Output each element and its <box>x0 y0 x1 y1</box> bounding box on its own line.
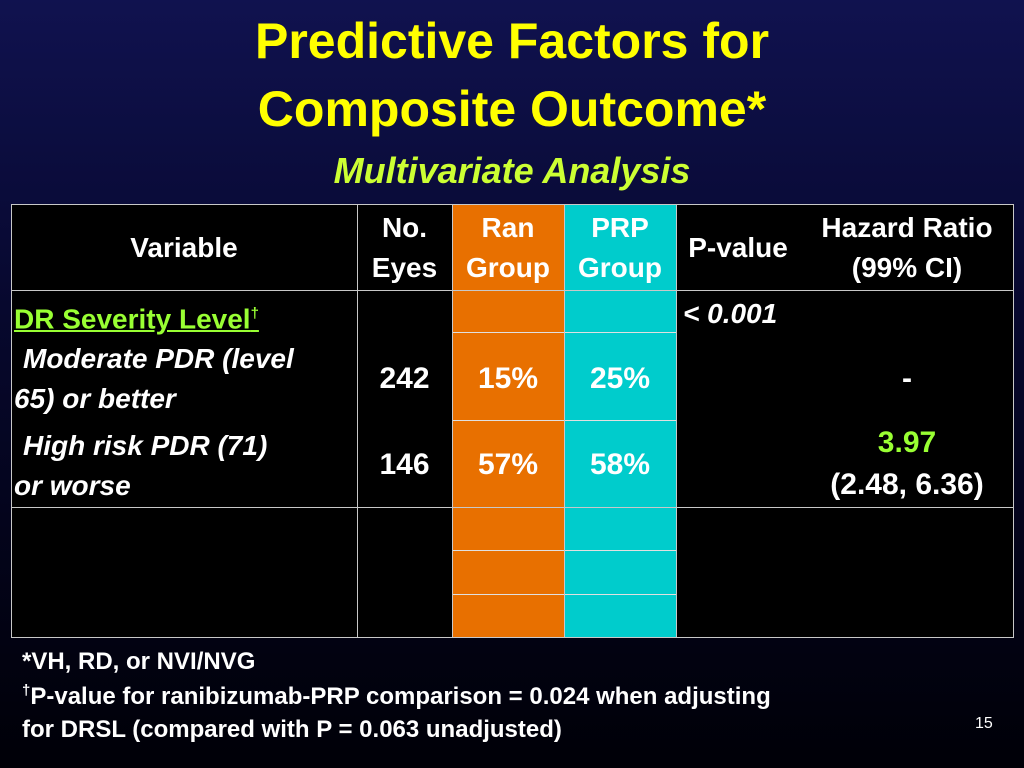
section-label-text: DR Severity Level <box>14 303 251 335</box>
header-ci: (99% CI) <box>851 252 963 283</box>
section-label: DR Severity Level† <box>14 293 259 340</box>
table-rule <box>11 204 1014 205</box>
table-rule <box>11 290 1014 291</box>
section-dagger: † <box>250 305 259 322</box>
header-pvalue: P-value <box>688 232 788 263</box>
header-ran-2: Group <box>466 252 550 283</box>
header-hazard-ratio: Hazard Ratio <box>821 212 993 243</box>
slide-title-line1: Predictive Factors for <box>254 13 770 69</box>
row2-label-line2: or worse <box>14 470 131 501</box>
row1-eyes: 242 <box>379 362 430 395</box>
header-no-eyes-1: No. <box>381 212 428 243</box>
row2-ci: (2.48, 6.36) <box>830 468 984 501</box>
table-rule <box>564 204 565 638</box>
header-prp-1: PRP <box>591 212 649 243</box>
row2-prp: 58% <box>589 448 651 481</box>
row1-label-line2: 65) or better <box>14 383 176 414</box>
ran-group-column <box>452 204 564 638</box>
table-rule <box>676 204 677 638</box>
slide-subtitle: Multivariate Analysis <box>333 150 691 191</box>
row1-ran: 15% <box>477 362 539 395</box>
table-rule <box>1013 204 1014 638</box>
table-rule <box>11 637 1014 638</box>
table-rule <box>11 204 12 638</box>
footnote-2: †P-value for ranibizumab-PRP comparison … <box>22 682 771 711</box>
footnote-1: *VH, RD, or NVI/NVG <box>22 648 256 675</box>
page-number: 15 <box>975 715 993 732</box>
slide-title-line2: Composite Outcome* <box>257 81 767 137</box>
table-rule <box>452 204 453 638</box>
header-prp-2: Group <box>578 252 662 283</box>
header-no-eyes-2: Eyes <box>371 252 438 283</box>
footnote-3: for DRSL (compared with P = 0.063 unadju… <box>22 716 562 743</box>
section-pvalue: < 0.001 <box>683 298 778 329</box>
row2-hazard-ratio: 3.97 <box>877 426 937 459</box>
row2-eyes: 146 <box>379 448 430 481</box>
footnote-2-text: P-value for ranibizumab-PRP comparison =… <box>30 683 771 710</box>
row2-label-line1: High risk PDR (71) <box>23 430 268 461</box>
header-ran-1: Ran <box>481 212 535 243</box>
row1-hazard-ratio: - <box>902 362 912 395</box>
row1-prp: 25% <box>589 362 651 395</box>
header-variable: Variable <box>130 232 238 263</box>
table-rule <box>357 204 358 638</box>
prp-group-column <box>564 204 676 638</box>
row1-label-line1: Moderate PDR (level <box>23 343 294 374</box>
results-table: Variable No. Eyes Ran Group PRP Group P-… <box>11 204 1014 638</box>
footnote-dagger: † <box>22 682 31 699</box>
table-rule <box>11 507 1014 508</box>
row2-ran: 57% <box>477 448 539 481</box>
